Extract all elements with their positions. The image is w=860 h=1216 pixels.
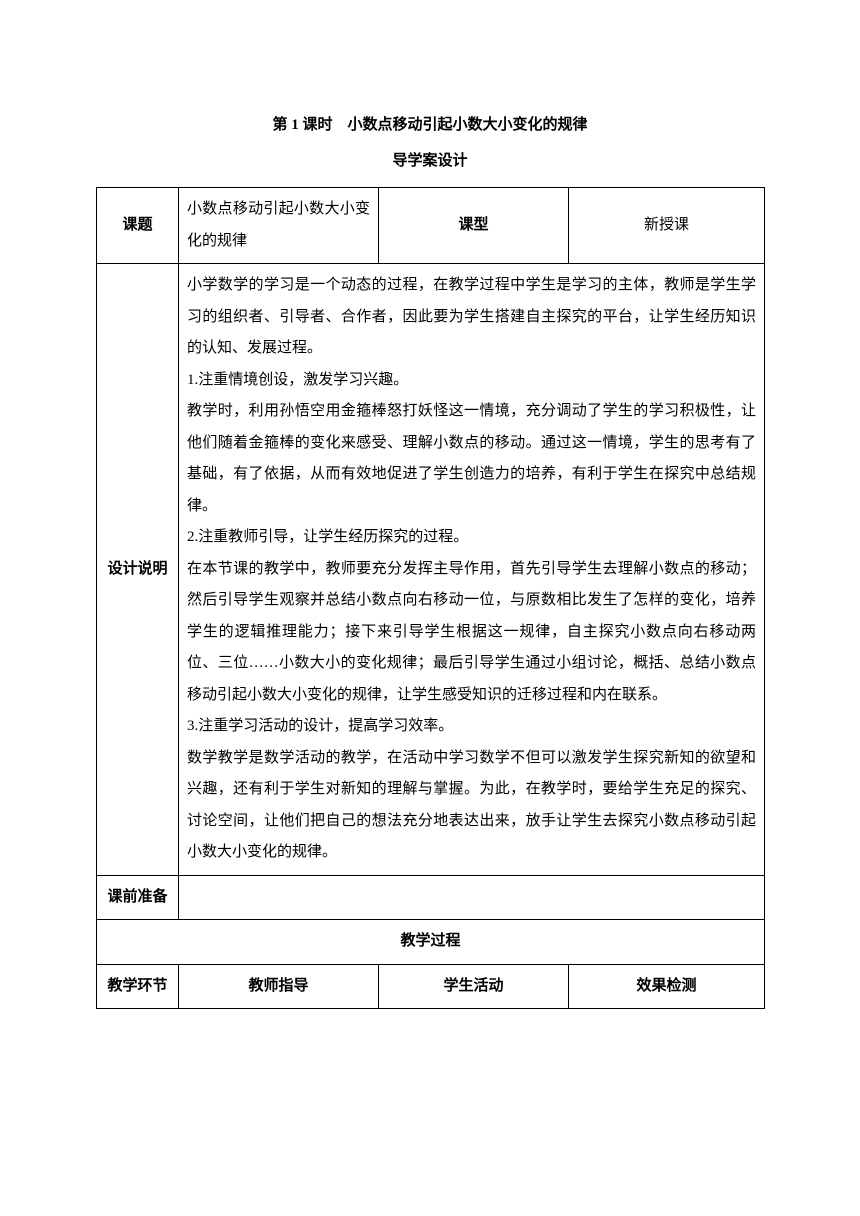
table-row-prep: 课前准备 <box>97 875 765 920</box>
value-design: 小学数学的学习是一个动态的过程，在教学过程中学生是学习的主体，教师是学生学习的组… <box>179 264 765 876</box>
col-effect: 效果检测 <box>569 964 765 1009</box>
table-row-design: 设计说明 小学数学的学习是一个动态的过程，在教学过程中学生是学习的主体，教师是学… <box>97 264 765 876</box>
col-student: 学生活动 <box>379 964 569 1009</box>
lesson-plan-table: 课题 小数点移动引起小数大小变化的规律 课型 新授课 设计说明 小学数学的学习是… <box>96 187 765 1009</box>
page-subtitle: 导学案设计 <box>96 146 764 178</box>
table-row-process-header: 教学过程 <box>97 920 765 965</box>
label-prep: 课前准备 <box>97 875 179 920</box>
table-row-process-columns: 教学环节 教师指导 学生活动 效果检测 <box>97 964 765 1009</box>
col-teacher: 教师指导 <box>179 964 379 1009</box>
value-topic: 小数点移动引起小数大小变化的规律 <box>179 188 379 264</box>
col-stage: 教学环节 <box>97 964 179 1009</box>
label-class-type: 课型 <box>379 188 569 264</box>
label-topic: 课题 <box>97 188 179 264</box>
document-page: 第 1 课时 小数点移动引起小数大小变化的规律 导学案设计 课题 小数点移动引起… <box>0 0 860 1049</box>
table-row-topic: 课题 小数点移动引起小数大小变化的规律 课型 新授课 <box>97 188 765 264</box>
page-title: 第 1 课时 小数点移动引起小数大小变化的规律 <box>96 110 764 142</box>
label-design: 设计说明 <box>97 264 179 876</box>
value-class-type: 新授课 <box>569 188 765 264</box>
value-prep <box>179 875 765 920</box>
label-process-header: 教学过程 <box>97 920 765 965</box>
